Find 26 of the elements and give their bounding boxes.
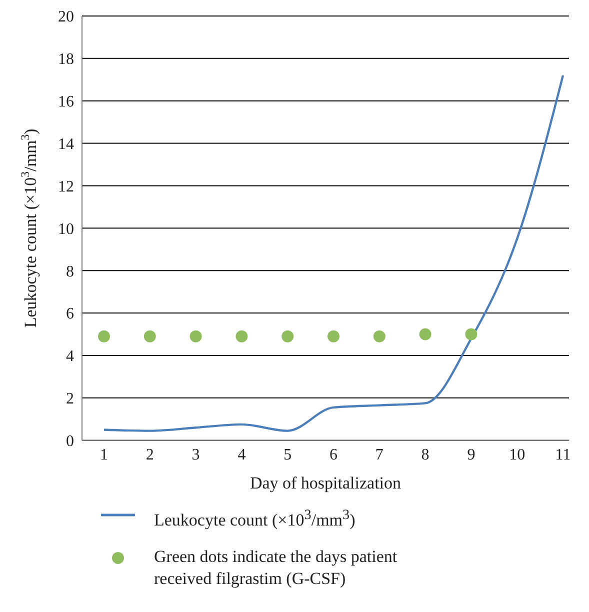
y-tick-label: 16 [58,94,74,111]
line-series [102,74,564,432]
y-tick-label: 6 [66,306,74,323]
x-tick-label: 2 [146,446,154,464]
legend-label: Leukocyte count (×10$^{3}$/mm$^{3}$) [154,506,356,532]
y-tick-label: 18 [58,51,74,68]
legend-label: Green dots indicate the days patient received filgrastim (G-CSF) [154,546,398,590]
x-tick-label: 6 [330,446,338,464]
x-tick-label: 9 [467,446,476,464]
y-tick-label: 2 [66,390,74,408]
y-tick-label: 20 [58,8,74,26]
y-tick-label: 14 [58,136,74,153]
x-tick-label: 3 [192,446,200,464]
x-tick-label: 5 [284,446,292,464]
y-tick-label: 0 [66,433,74,450]
y-tick-label: 10 [58,220,74,238]
y-tick-label: 4 [66,348,74,366]
y-tick-label: 12 [58,178,74,196]
x-tick-label: 1 [100,446,108,464]
x-tick-label: 4 [238,446,246,464]
x-tick-label: 10 [509,446,526,464]
x-axis-title: Day of hospitalization [250,473,402,492]
x-tick-label: 7 [375,446,384,464]
x-tick-label: 8 [421,446,430,464]
x-tick-label: 11 [555,446,571,464]
y-tick-label: 8 [66,263,74,280]
